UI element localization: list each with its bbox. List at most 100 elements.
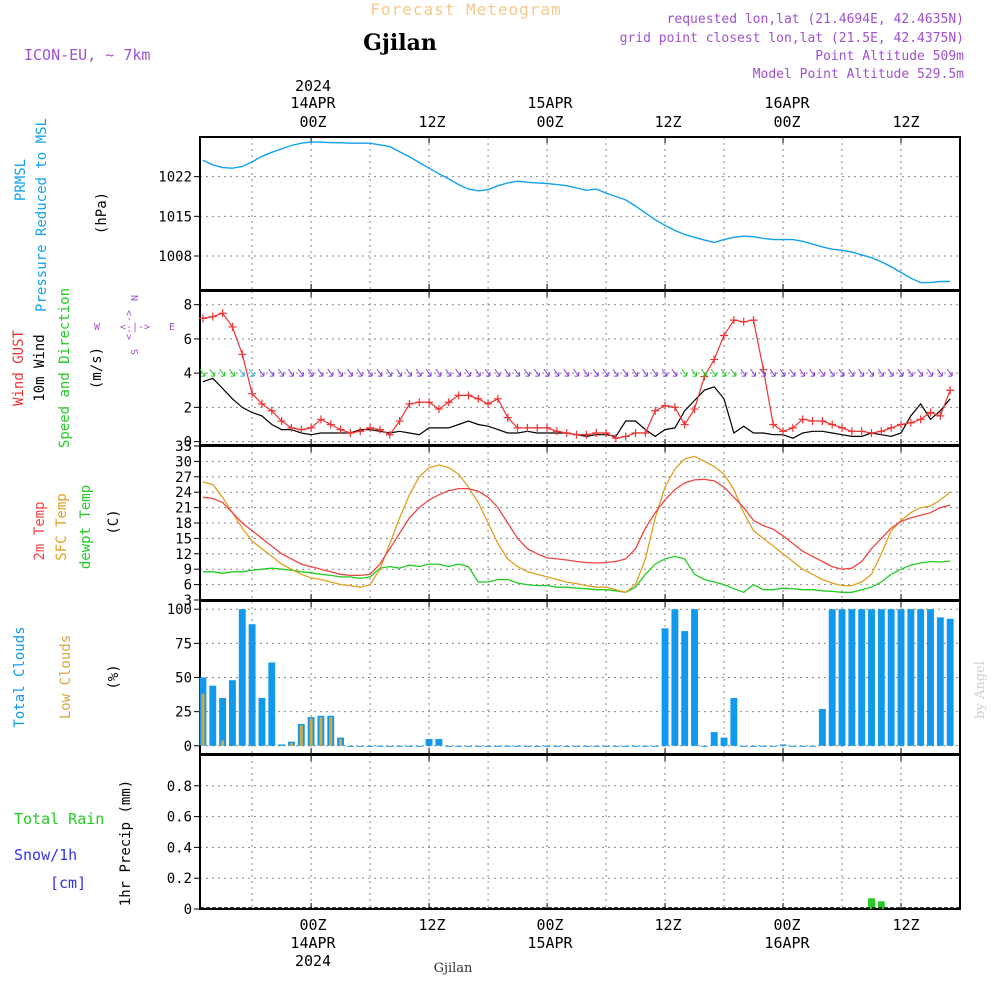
precip-label-rain: Total Rain [14,810,104,828]
wind-direction-arrow [356,368,363,377]
total-cloud-bar [828,609,836,746]
wind-direction-arrow [347,368,353,377]
bottom-hour-2: 00Z [536,916,563,934]
gust-marker [552,427,561,436]
y-tick-label: 2 [184,400,192,416]
gust-marker [474,394,483,403]
wind-direction-arrow [386,368,393,377]
total-cloud-bar [248,624,256,746]
rain-bar [877,901,885,909]
wind-direction-arrow [474,368,481,377]
wind-direction-arrow [799,368,806,377]
top-date-0: 14APR [290,94,336,112]
y-tick-label: 21 [175,501,192,517]
total-cloud-bar [789,745,797,747]
gust-marker [248,389,257,398]
wind-direction-arrow [278,368,285,377]
panel-frame [199,754,961,910]
y-tick-label: 50 [175,671,192,687]
wind-direction-arrow [818,368,825,377]
low-cloud-bar [221,740,225,746]
y-tick-label: 0 [184,435,192,451]
wind-direction-arrow [484,368,491,377]
wind-direction-arrow [376,368,383,377]
total-cloud-bar [455,745,463,747]
total-cloud-bar [238,609,246,746]
wind-direction-arrow [533,368,540,377]
gust-marker [346,429,355,438]
watermark: by Angel [973,661,988,719]
wind-direction-arrow [553,368,560,377]
bottom-date-4: 16APR [764,934,810,952]
total-cloud-bar [209,685,217,746]
temp-2m-line [202,478,951,577]
total-cloud-bar [779,744,787,746]
gust-marker [946,386,955,395]
top-hour-0: 00Z [299,113,326,131]
total-cloud-bar [632,745,639,747]
dewpt-line [202,555,951,594]
gust-marker [356,427,365,436]
total-cloud-bar [396,745,404,747]
bottom-hour-5: 12Z [892,916,919,934]
y-tick-label: 0.4 [167,840,192,856]
total-cloud-bar [563,745,571,747]
gust-marker [307,423,316,432]
gust-marker [533,423,542,432]
total-cloud-bar [405,745,413,747]
top-hour-1: 12Z [418,113,445,131]
low-cloud-bar [299,725,303,746]
precip-label-snow-unit: [cm] [50,874,86,892]
total-cloud-bar [720,737,728,746]
wind-direction-arrow [740,368,747,377]
total-cloud-bar [258,697,266,746]
gust-marker [366,423,375,432]
sfc-temp-line [202,455,951,594]
total-cloud-bar [838,609,846,746]
gust-marker [729,316,738,325]
wind-direction-arrow [661,368,668,377]
gust-marker [867,429,876,438]
gust-marker [838,423,847,432]
gust-marker [621,432,630,441]
temp-label-2m: 2m Temp [32,501,48,560]
total-cloud-bar [386,745,394,747]
total-cloud-bar [445,745,453,747]
precip-label-snow: Snow/1h [14,846,77,864]
gust-marker [592,429,601,438]
wind-direction-arrow [455,368,462,377]
wind-direction-arrow [671,368,678,377]
gust-marker [425,398,434,407]
wind-direction-arrow [248,368,255,377]
clouds-panel: 0 25 50 75 100 [167,600,961,755]
gust-marker [641,429,650,438]
gust-marker [385,430,394,439]
temp-labels: 2m Temp SFC Temp dewpt Temp (C) [32,485,122,569]
compass-arrows-icon: <-|-> [120,322,150,333]
total-cloud-bar [946,618,954,746]
wind-direction-arrow [720,368,727,377]
y-tick-label: 15 [175,531,192,547]
model-point-altitude: Model Point Altitude 529.5m [753,67,964,82]
wind-labels: Wind GUST 10m Wind Speed and Direction (… [11,288,175,448]
wind-direction-arrow [828,368,835,377]
gust-marker [828,420,837,429]
wind-direction-arrow [366,368,373,377]
total-cloud-bar [435,738,443,746]
total-cloud-bar [425,738,433,746]
wind-direction-arrow [209,368,216,377]
wind-direction-arrow [523,368,530,377]
y-tick-label: 12 [175,547,192,563]
wind-direction-arrow [514,368,521,377]
pressure-label-prmsl: PRMSL [13,159,29,201]
y-tick-label: 9 [184,562,192,578]
requested-coords: requested lon,lat (21.4694E, 42.4635N) [667,12,964,27]
wind-direction-arrow [750,368,757,377]
total-cloud-bar [278,744,286,746]
total-cloud-bar [671,609,679,746]
gust-marker [847,427,856,436]
total-cloud-bar [622,745,630,747]
gust-marker [415,398,424,407]
gust-marker [906,418,915,427]
total-cloud-bar [602,745,610,747]
